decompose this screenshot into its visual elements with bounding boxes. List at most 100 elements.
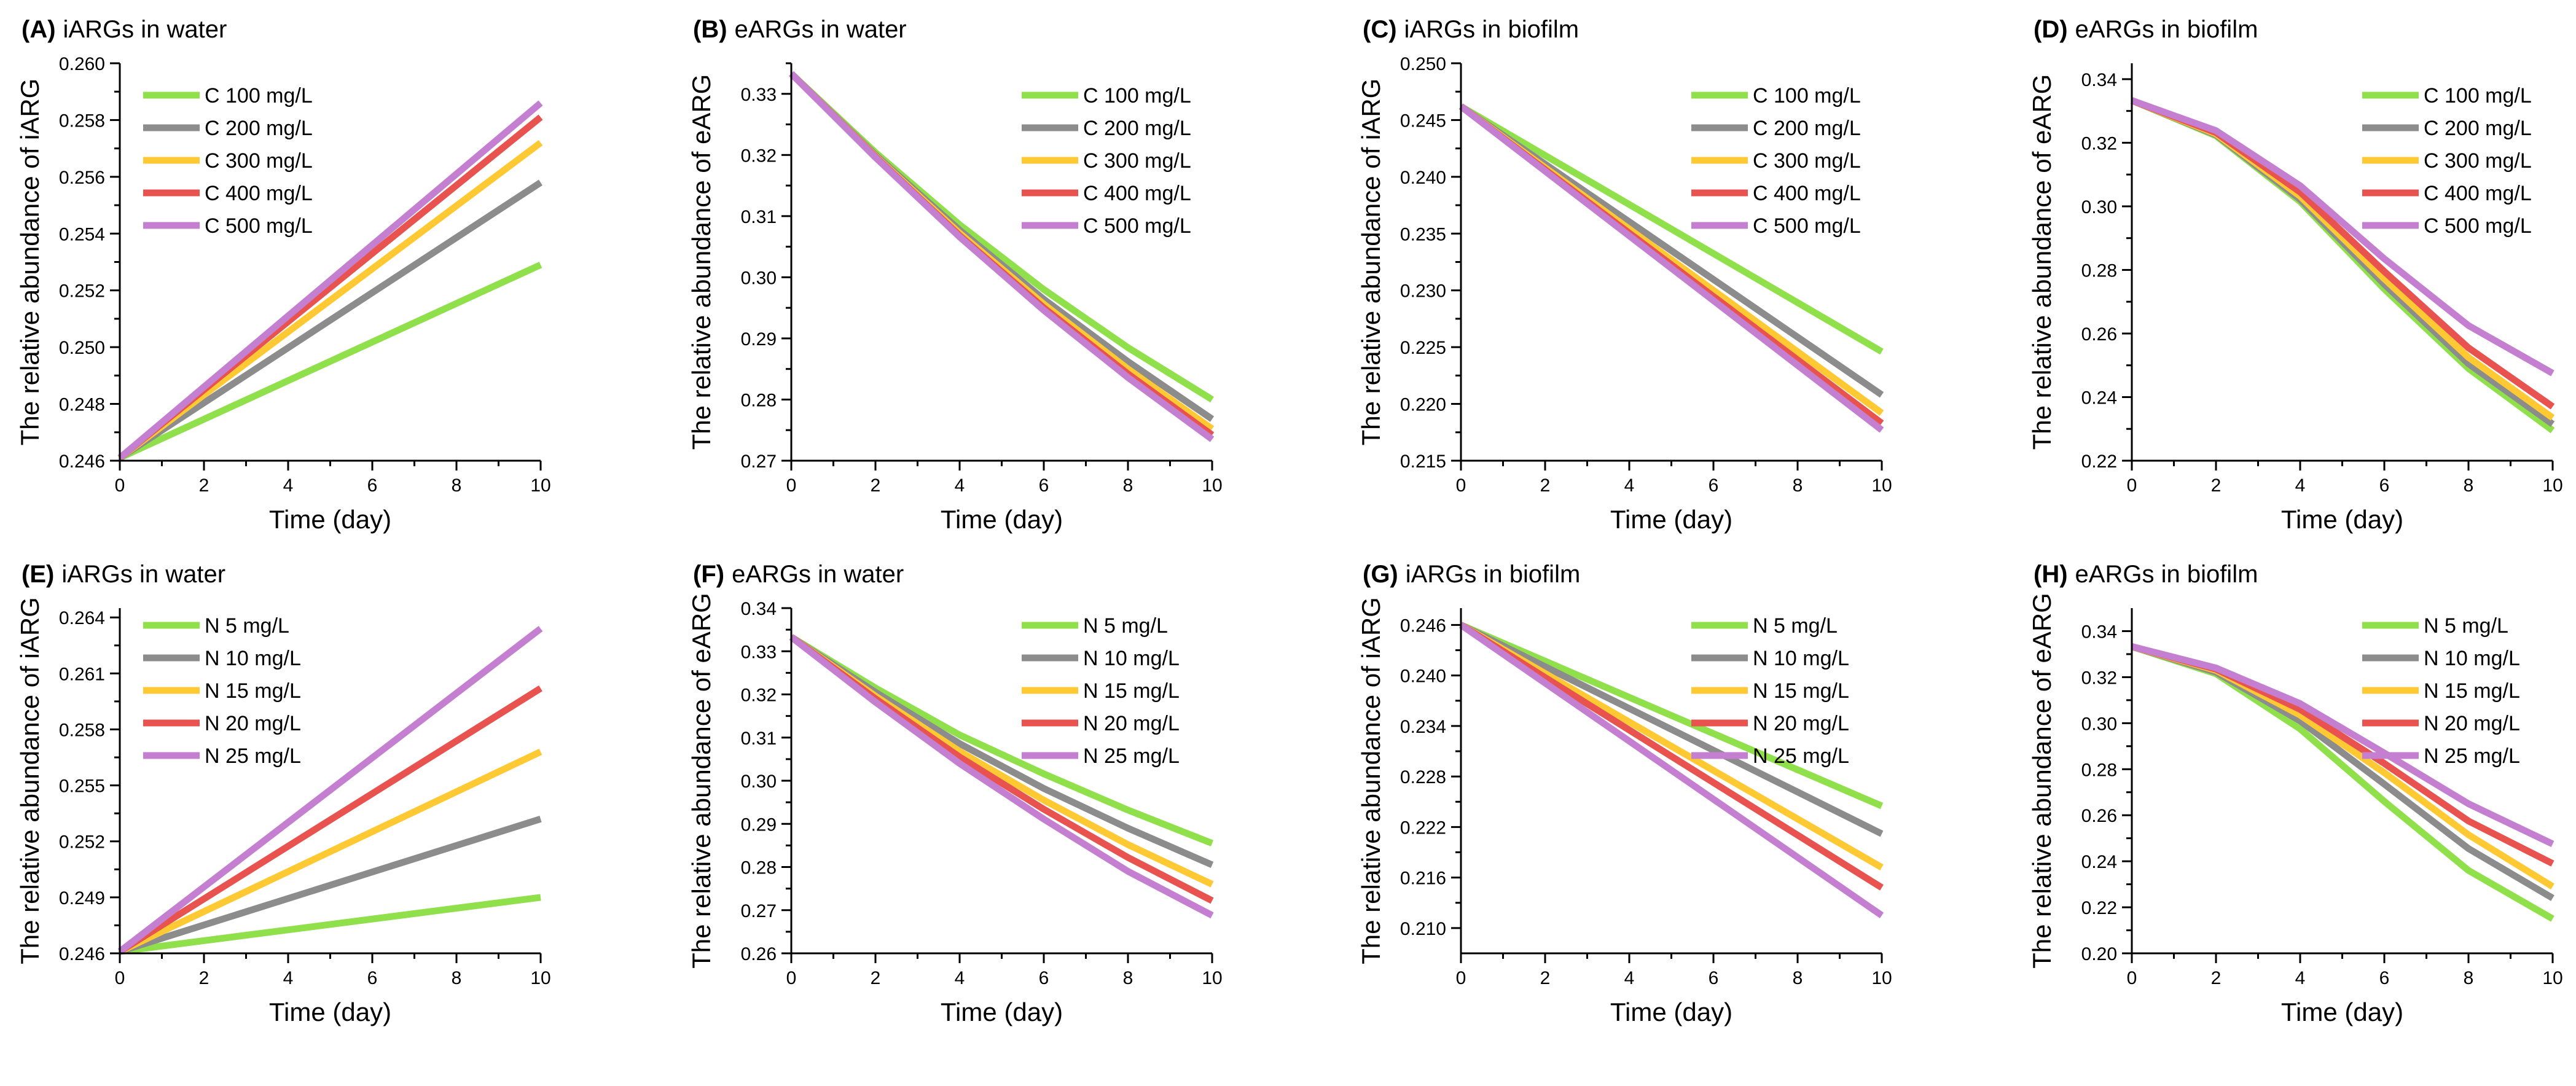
- y-tick-label: 0.249: [59, 888, 105, 908]
- legend-label: C 400 mg/L: [2424, 182, 2532, 205]
- x-axis-label: Time (day): [1610, 998, 1732, 1026]
- y-tick-label: 0.252: [59, 281, 105, 302]
- x-tick-label: 0: [2127, 968, 2137, 988]
- series-line-n-20-mg-l: [118, 685, 542, 955]
- y-tick-label: 0.30: [741, 268, 777, 288]
- y-tick-label: 0.245: [1400, 111, 1446, 131]
- x-tick-label: 2: [871, 475, 881, 496]
- y-tick-label: 0.254: [59, 224, 105, 244]
- legend-label: N 5 mg/L: [1753, 614, 1838, 638]
- y-tick-label: 0.28: [2081, 260, 2117, 281]
- y-tick-label: 0.248: [59, 395, 105, 415]
- series-line-c-500-mg-l: [117, 100, 543, 461]
- y-tick-label: 0.28: [741, 858, 777, 878]
- y-tick-label: 0.27: [741, 901, 777, 921]
- y-tick-label: 0.33: [741, 85, 777, 105]
- x-tick-label: 10: [1871, 968, 1892, 988]
- y-tick-label: 0.32: [741, 686, 777, 706]
- panel-letter: (D): [2034, 16, 2068, 43]
- x-axis-label: Time (day): [941, 998, 1063, 1026]
- y-tick-label: 0.32: [2081, 668, 2117, 688]
- legend-label: C 400 mg/L: [1753, 182, 1861, 205]
- y-tick-label: 0.220: [1400, 395, 1446, 415]
- y-tick-label: 0.22: [2081, 451, 2117, 472]
- panel-title-text: eARGs in water: [735, 16, 907, 43]
- x-tick-label: 10: [2542, 475, 2562, 496]
- y-tick-label: 0.33: [741, 642, 777, 662]
- x-tick-label: 10: [1202, 475, 1222, 496]
- legend-label: N 25 mg/L: [205, 744, 301, 768]
- x-tick-label: 6: [1709, 968, 1719, 988]
- legend-label: N 25 mg/L: [1753, 744, 1849, 768]
- y-tick-label: 0.240: [1400, 168, 1446, 188]
- legend-label: C 500 mg/L: [1083, 214, 1191, 238]
- y-tick-label: 0.225: [1400, 338, 1446, 358]
- legend-label: N 10 mg/L: [1753, 647, 1849, 670]
- y-axis-label: The relative abundance of eARG: [2027, 74, 2056, 450]
- y-tick-label: 0.34: [2081, 70, 2117, 90]
- legend-label: N 20 mg/L: [1753, 712, 1849, 735]
- y-tick-label: 0.246: [59, 944, 105, 964]
- panel-b: (B) eARGs in water 0 2 4 6 8 10 0.27 0.28 0.29 0.30…: [687, 16, 1223, 534]
- series-line-n-15-mg-l: [118, 748, 542, 955]
- y-tick-label: 0.222: [1400, 818, 1446, 838]
- series-line-n-20-mg-l: [1459, 622, 1884, 891]
- legend-label: N 10 mg/L: [2424, 647, 2520, 670]
- y-tick-label: 0.264: [59, 608, 105, 628]
- panel-letter: (C): [1363, 16, 1397, 43]
- y-axis-label: The relative abundance of eARG: [687, 593, 716, 969]
- x-axis-label: Time (day): [2281, 998, 2403, 1026]
- panel-title-text: iARGs in water: [63, 16, 227, 43]
- y-tick-label: 0.32: [2081, 133, 2117, 154]
- x-tick-label: 6: [2379, 475, 2390, 496]
- panel-title-text: eARGs in water: [732, 561, 904, 588]
- x-tick-label: 2: [871, 968, 881, 988]
- legend-label: C 300 mg/L: [2424, 149, 2532, 173]
- legend-label: C 100 mg/L: [1083, 84, 1191, 107]
- legend-label: N 20 mg/L: [2424, 712, 2520, 735]
- panel-title: (D) eARGs in biofilm: [2034, 16, 2258, 43]
- legend-label: C 200 mg/L: [1753, 117, 1861, 140]
- legend-label: C 200 mg/L: [1083, 117, 1191, 140]
- series-line-c-500-mg-l: [789, 71, 1215, 442]
- legend-label: N 5 mg/L: [1083, 614, 1168, 638]
- y-tick-label: 0.27: [741, 451, 777, 472]
- legend-label: N 10 mg/L: [1083, 647, 1180, 670]
- panel-letter: (H): [2034, 561, 2068, 588]
- y-tick-label: 0.246: [59, 451, 105, 472]
- series-line-c-400-mg-l: [2131, 97, 2555, 410]
- panel-c: (C) iARGs in biofilm 0 2 4 6 8 10 0.215 0.220 0.22…: [1357, 16, 1892, 534]
- x-axis-label: Time (day): [269, 998, 391, 1026]
- x-tick-label: 2: [1540, 475, 1551, 496]
- y-tick-label: 0.258: [59, 111, 105, 131]
- y-tick-label: 0.256: [59, 168, 105, 188]
- series-line-c-100-mg-l: [1459, 103, 1884, 355]
- panel-letter: (G): [1363, 561, 1398, 588]
- x-tick-label: 2: [2211, 968, 2222, 988]
- y-tick-label: 0.24: [2081, 852, 2117, 872]
- y-axis-label: The relative abundance of iARG: [1357, 597, 1385, 964]
- y-tick-label: 0.26: [2081, 324, 2117, 345]
- y-tick-label: 0.34: [2081, 622, 2117, 642]
- y-tick-label: 0.29: [741, 814, 777, 835]
- legend-label: N 20 mg/L: [1083, 712, 1180, 735]
- y-tick-label: 0.235: [1400, 224, 1446, 244]
- y-tick-label: 0.230: [1400, 281, 1446, 302]
- legend-label: C 300 mg/L: [1753, 149, 1861, 173]
- legend-label: C 100 mg/L: [1753, 84, 1861, 107]
- panel-f: (F) eARGs in water 0 2 4 6 8 10 0.26 0.27 0.28 0.29…: [687, 561, 1223, 1026]
- x-tick-label: 0: [786, 475, 797, 496]
- y-tick-label: 0.20: [2081, 944, 2117, 964]
- panel-title-text: eARGs in biofilm: [2075, 16, 2258, 43]
- y-tick-label: 0.260: [59, 54, 105, 74]
- y-tick-label: 0.30: [2081, 197, 2117, 217]
- legend-label: N 15 mg/L: [205, 679, 301, 703]
- legend-label: C 500 mg/L: [205, 214, 313, 238]
- legend-label: N 5 mg/L: [205, 614, 289, 638]
- legend-label: C 400 mg/L: [205, 182, 313, 205]
- panel-title: (G) iARGs in biofilm: [1363, 561, 1580, 588]
- y-axis-label: The relative abundance of iARG: [1357, 79, 1385, 446]
- legend-label: C 200 mg/L: [2424, 117, 2532, 140]
- x-tick-label: 10: [1871, 475, 1892, 496]
- y-axis-label: The relative abundance of iARG: [15, 597, 44, 964]
